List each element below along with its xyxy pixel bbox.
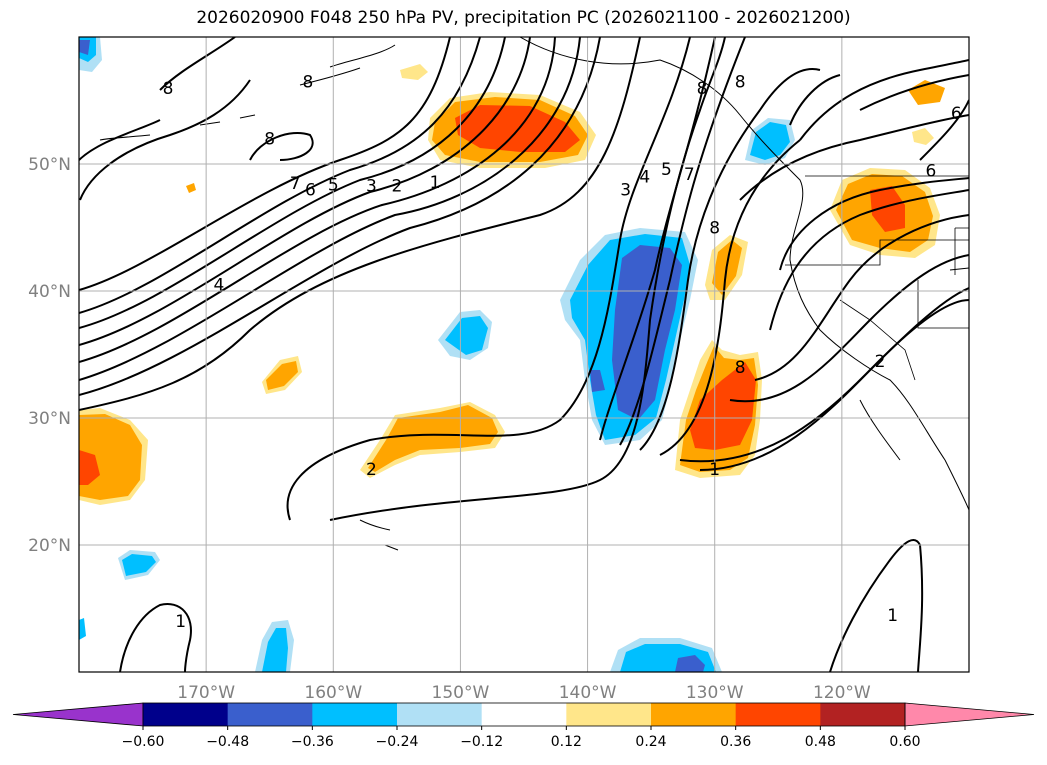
lon-tick-label: 130°W [686, 683, 744, 703]
colorbar-extend-high [904, 702, 1035, 727]
colorbar-swatch [651, 703, 737, 726]
contour-label: 7 [684, 165, 695, 185]
colorbar-swatch [735, 703, 821, 726]
lon-tick-label: 160°W [304, 683, 362, 703]
lat-tick-label: 20°N [28, 536, 71, 556]
contour-label: 3 [620, 180, 631, 200]
colorbar-swatch [312, 703, 398, 726]
colorbar: −0.60 −0.48 −0.36 −0.24 −0.12 0.12 0.24 0.36 0.4… [12, 702, 1035, 750]
longitude-labels: 170°W 160°W 150°W 140°W 130°W 120°W [177, 683, 871, 703]
colorbar-tick-label: −0.24 [376, 734, 419, 750]
contour-label: 8 [302, 72, 313, 92]
colorbar-tick-label: 0.36 [720, 734, 751, 750]
contour-label: 1 [887, 606, 898, 626]
lon-tick-label: 140°W [559, 683, 617, 703]
pv-contours [79, 37, 969, 672]
precip-shading [79, 37, 945, 672]
contour-label: 8 [163, 79, 174, 99]
lon-tick-label: 170°W [177, 683, 235, 703]
lon-tick-label: 150°W [432, 683, 490, 703]
contour-label: 7 [290, 174, 301, 194]
latitude-labels: 50°N 40°N 30°N 20°N [28, 155, 71, 556]
contour-label: 1 [709, 460, 720, 480]
contour-label: 4 [639, 168, 650, 188]
contour-label: 1 [175, 612, 186, 632]
colorbar-tick-label: 0.48 [805, 734, 836, 750]
colorbar-swatch [481, 703, 567, 726]
lat-tick-label: 30°N [28, 409, 71, 429]
colorbar-extend-low [12, 702, 144, 727]
contour-label: 8 [735, 358, 746, 378]
colorbar-tick-label: −0.36 [291, 734, 334, 750]
contour-label: 3 [366, 177, 377, 197]
colorbar-tick-label: −0.60 [122, 734, 165, 750]
contour-label: 6 [925, 161, 936, 181]
contour-label: 8 [697, 79, 708, 99]
colorbar-swatch [397, 703, 483, 726]
colorbar-tick-label: 0.24 [635, 734, 666, 750]
colorbar-tick-label: −0.12 [460, 734, 503, 750]
colorbar-swatch [143, 703, 229, 726]
lon-tick-label: 120°W [813, 683, 871, 703]
contour-label: 6 [305, 180, 316, 200]
contour-label: 2 [391, 177, 402, 197]
lat-tick-label: 50°N [28, 155, 71, 175]
contour-label: 8 [735, 72, 746, 92]
colorbar-swatch [566, 703, 652, 726]
chart-title: 2026020900 F048 250 hPa PV, precipitatio… [196, 8, 851, 28]
contour-label: 2 [875, 352, 886, 372]
borders [785, 175, 969, 381]
contour-label: 5 [328, 175, 339, 195]
contour-label: 1 [430, 173, 441, 193]
contour-label: 8 [264, 130, 275, 150]
contour-label: 8 [709, 219, 720, 239]
colorbar-tick-label: 0.60 [889, 734, 920, 750]
contour-label: 6 [951, 104, 962, 124]
colorbar-tick-label: 0.12 [551, 734, 582, 750]
coastlines [99, 37, 969, 551]
contour-label: 5 [661, 160, 672, 180]
colorbar-tick-label: −0.48 [206, 734, 249, 750]
colorbar-swatch [820, 703, 906, 726]
contour-label: 4 [213, 276, 224, 296]
gridlines [79, 37, 969, 672]
contour-label: 2 [366, 460, 377, 480]
lat-tick-label: 40°N [28, 282, 71, 302]
colorbar-swatch [227, 703, 313, 726]
